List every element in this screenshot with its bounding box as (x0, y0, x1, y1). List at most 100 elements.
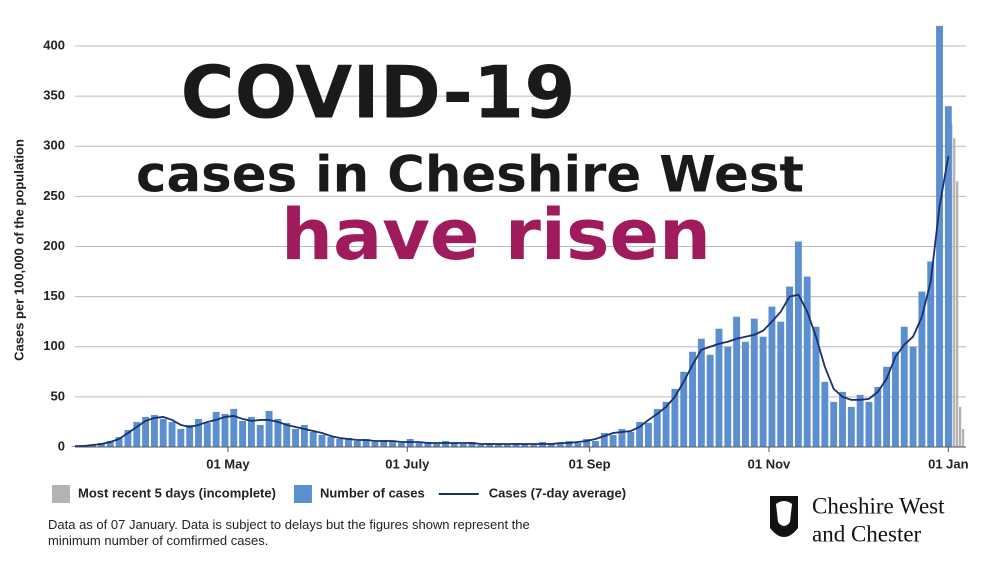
bar (336, 438, 344, 447)
bar (583, 438, 591, 447)
bar (944, 106, 952, 448)
bar (89, 444, 97, 447)
logo-text: and Chester (812, 521, 922, 546)
bar (512, 442, 520, 447)
x-tick-label: 01 July (385, 456, 430, 471)
bar (794, 241, 802, 447)
bar (168, 421, 176, 447)
bar (521, 443, 529, 447)
bar (292, 428, 299, 447)
bar (697, 338, 705, 447)
bar (503, 444, 511, 447)
bar (936, 25, 943, 447)
bar (953, 138, 956, 448)
bar (318, 434, 326, 447)
legend-label: Most recent 5 days (incomplete) (78, 485, 276, 500)
x-tick-label: 01 Sep (569, 456, 611, 471)
bar (961, 428, 965, 447)
bar (777, 321, 785, 447)
bar (212, 411, 220, 447)
bar (909, 346, 917, 447)
bar (724, 346, 732, 447)
bar (283, 422, 291, 447)
bar (918, 291, 926, 447)
y-tick-label: 300 (43, 138, 65, 153)
legend-swatch (52, 485, 70, 503)
bar (636, 421, 644, 447)
bar (900, 326, 908, 447)
bar (486, 442, 494, 447)
y-tick-label: 200 (43, 238, 65, 253)
y-tick-label: 150 (43, 288, 65, 303)
bar (115, 436, 123, 447)
bar (309, 431, 317, 447)
bar (689, 351, 696, 447)
logo: Cheshire West and Chester (770, 493, 945, 546)
x-tick-label: 01 Nov (748, 456, 791, 471)
bar (883, 366, 891, 447)
y-tick-label: 100 (43, 338, 65, 353)
bar (433, 443, 441, 447)
bar (327, 436, 335, 447)
bar (706, 354, 714, 447)
bar (547, 443, 555, 447)
y-tick-label: 250 (43, 188, 65, 203)
bar (821, 381, 829, 447)
bar (415, 442, 423, 447)
bar (345, 437, 352, 447)
bar (839, 391, 846, 447)
footnote: Data as of 07 January. Data is subject t… (48, 517, 530, 548)
y-axis-label: Cases per 100,000 of the population (11, 139, 26, 361)
y-tick-label: 350 (43, 88, 65, 103)
bar (865, 401, 873, 447)
bar (389, 440, 397, 447)
bar (150, 414, 158, 447)
bar (177, 428, 185, 447)
y-tick-label: 50 (51, 388, 65, 403)
bar (600, 432, 608, 447)
bar (958, 406, 962, 447)
bar (644, 422, 652, 447)
bar (680, 371, 688, 447)
bar (733, 316, 741, 447)
bar (247, 416, 255, 447)
bar (459, 443, 467, 447)
bar (927, 261, 935, 447)
bar (556, 442, 564, 447)
bar (768, 306, 776, 447)
bar (424, 441, 432, 447)
bar (803, 276, 811, 447)
bar (956, 181, 959, 447)
bar (565, 440, 573, 447)
bar (530, 444, 538, 447)
bar (133, 421, 141, 447)
bar (671, 388, 679, 447)
chart-title: COVID-19 (181, 51, 576, 135)
bar (609, 434, 617, 447)
bar (186, 424, 194, 447)
headline: have risen (281, 194, 711, 276)
line (75, 156, 950, 447)
bar (891, 351, 899, 447)
bar (786, 286, 794, 447)
bar (239, 420, 247, 447)
bar (98, 442, 105, 447)
bar (874, 386, 882, 447)
bar (847, 406, 855, 447)
bar (442, 440, 449, 447)
bar (750, 318, 758, 447)
bar (371, 441, 379, 447)
bar (362, 438, 370, 447)
bar (300, 424, 308, 447)
y-tick-label: 0 (58, 438, 65, 453)
bar (265, 410, 273, 447)
bar (406, 438, 414, 447)
bar (618, 428, 626, 447)
legend-swatch (293, 485, 312, 503)
bar (195, 418, 202, 447)
bar (662, 401, 670, 447)
bar (203, 422, 211, 447)
bar (742, 341, 749, 447)
